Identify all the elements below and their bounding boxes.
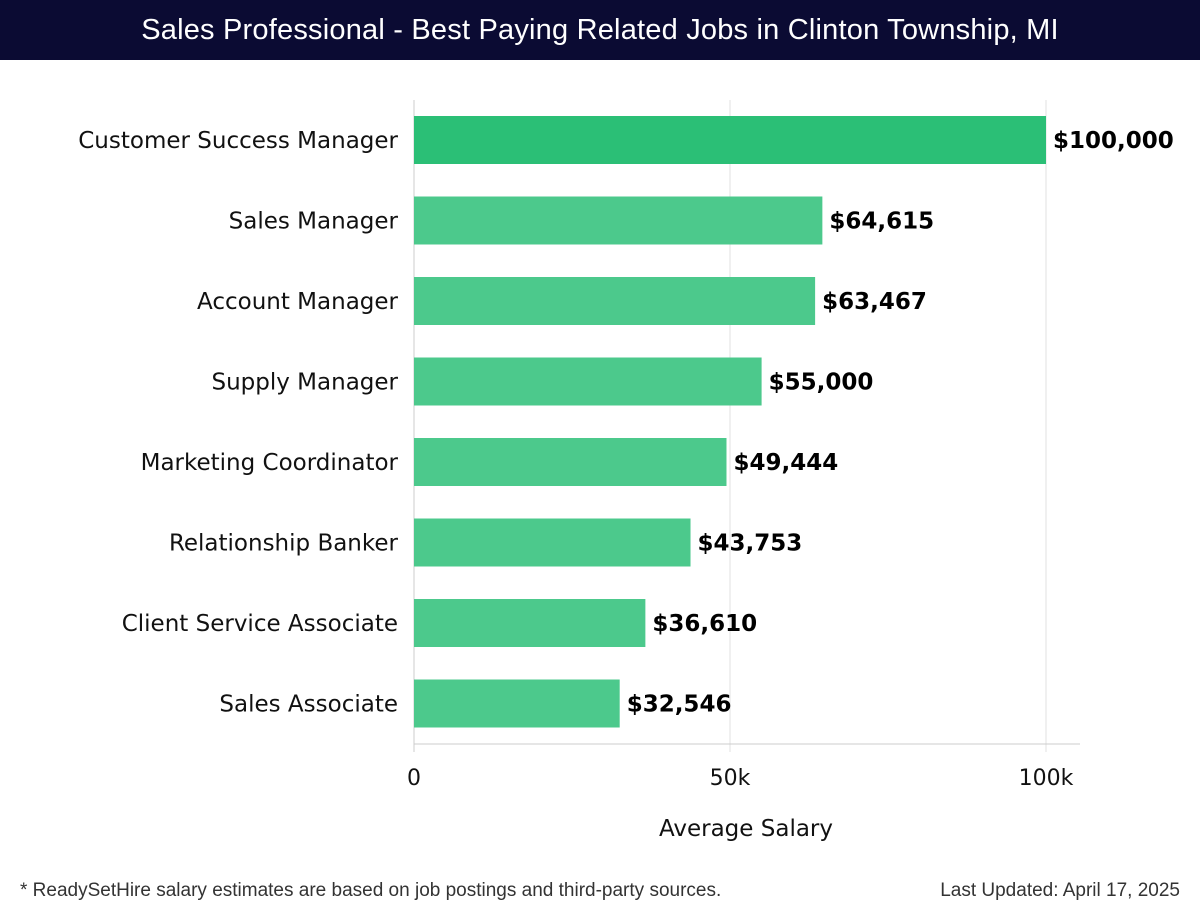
category-label: Marketing Coordinator xyxy=(141,450,399,476)
bars xyxy=(414,116,1046,728)
category-label: Client Service Associate xyxy=(122,611,398,637)
value-label: $32,546 xyxy=(627,692,732,718)
bar xyxy=(414,277,816,325)
value-label: $43,753 xyxy=(698,531,803,557)
bar xyxy=(414,116,1046,164)
salary-bar-chart: 0 50k 100k Customer Success Manager $100,000… xyxy=(78,100,1174,842)
bar xyxy=(414,679,620,728)
value-label: $64,615 xyxy=(829,209,934,235)
bar xyxy=(414,599,646,647)
last-updated: Last Updated: April 17, 2025 xyxy=(940,880,1180,901)
value-label: $36,610 xyxy=(652,611,757,637)
bar xyxy=(414,196,823,245)
value-label: $49,444 xyxy=(733,450,838,476)
value-label: $100,000 xyxy=(1053,128,1174,154)
category-label: Relationship Banker xyxy=(169,531,399,557)
x-tick-label: 100k xyxy=(1019,766,1074,791)
x-axis-title: Average Salary xyxy=(659,816,833,842)
bar xyxy=(414,438,727,486)
x-tick-label: 50k xyxy=(710,766,751,791)
labels: 0 50k 100k Customer Success Manager $100,000… xyxy=(78,128,1174,791)
value-label: $55,000 xyxy=(769,370,874,396)
footer-note: * ReadySetHire salary estimates are base… xyxy=(20,880,722,901)
category-label: Supply Manager xyxy=(211,370,398,396)
category-label: Account Manager xyxy=(197,289,399,315)
value-label: $63,467 xyxy=(822,289,927,315)
category-label: Customer Success Manager xyxy=(78,128,398,154)
bar xyxy=(414,518,691,567)
bar xyxy=(414,357,762,406)
category-label: Sales Manager xyxy=(229,209,399,235)
x-tick-label: 0 xyxy=(407,766,421,791)
category-label: Sales Associate xyxy=(219,692,398,718)
chart-title: Sales Professional - Best Paying Related… xyxy=(0,0,1200,60)
